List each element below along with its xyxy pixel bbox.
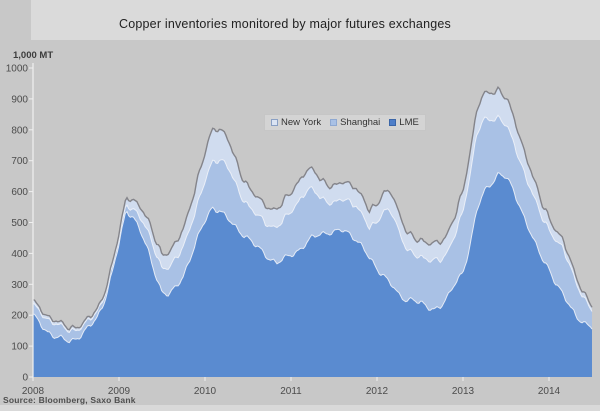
svg-text:200: 200 [11,311,28,322]
legend-item-lme: LME [389,117,419,128]
legend-item-new-york: New York [271,117,321,128]
svg-text:600: 600 [11,187,28,198]
legend-label-lme: LME [399,117,419,128]
svg-text:2013: 2013 [452,386,475,397]
svg-text:2011: 2011 [280,386,302,397]
svg-text:300: 300 [11,280,28,291]
svg-text:700: 700 [11,156,28,167]
new-york-swatch-icon [271,119,278,126]
source-note: Source: Bloomberg, Saxo Bank [3,395,136,405]
lme-swatch-icon [389,119,397,126]
chart-legend: New York Shanghai LME [264,114,426,131]
svg-text:800: 800 [11,125,28,136]
legend-item-shanghai: Shanghai [330,117,380,128]
svg-text:2012: 2012 [366,386,389,397]
svg-text:1000: 1000 [6,64,29,75]
svg-text:2014: 2014 [538,386,561,397]
shanghai-swatch-icon [330,119,338,126]
y-axis-unit-label: 1,000 MT [13,50,54,61]
svg-text:400: 400 [11,249,28,260]
legend-label-new-york: New York [281,117,322,128]
legend-label-shanghai: Shanghai [340,117,381,128]
bottom-strip [0,405,600,411]
chart-title: Copper inventories monitored by major fu… [118,17,451,31]
svg-text:2010: 2010 [194,386,217,397]
svg-text:100: 100 [11,342,28,353]
svg-text:2008: 2008 [22,386,45,397]
svg-text:500: 500 [11,218,28,229]
chart-title-strip [31,0,600,40]
svg-text:0: 0 [22,373,28,384]
svg-text:900: 900 [11,94,28,105]
svg-text:2009: 2009 [108,386,131,397]
